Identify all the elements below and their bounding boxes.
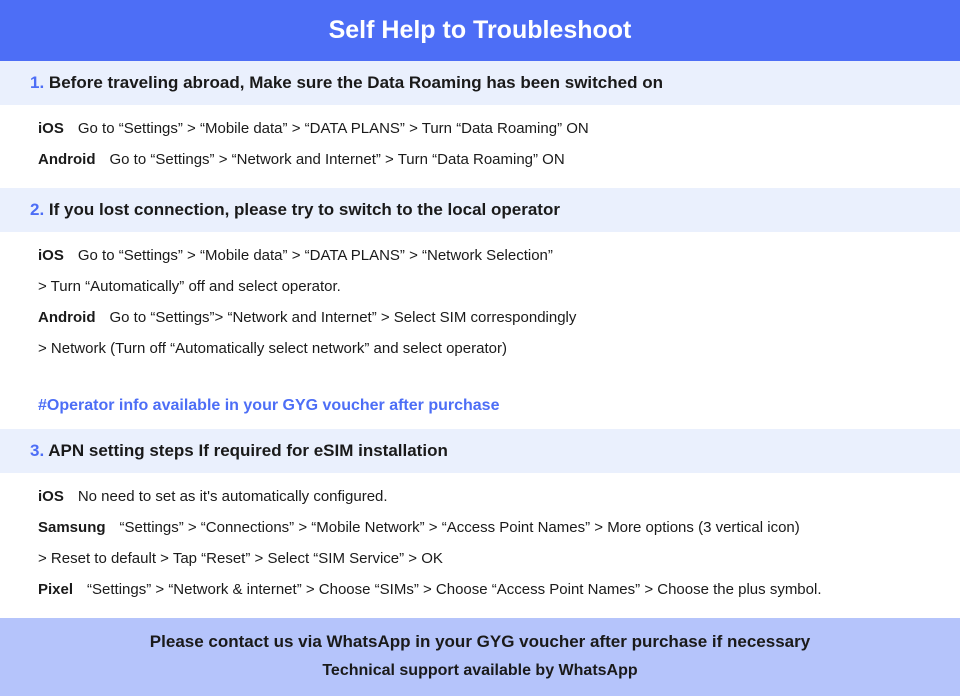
instruction-cont: > Network (Turn off “Automatically selec… bbox=[38, 337, 930, 360]
instruction-line: Android Go to “Settings”> “Network and In… bbox=[38, 306, 930, 329]
section-2-header: 2. If you lost connection, please try to… bbox=[0, 188, 960, 232]
instruction-cont: > Reset to default > Tap “Reset” > Selec… bbox=[38, 547, 930, 570]
instruction-line: iOS Go to “Settings” > “Mobile data” > “D… bbox=[38, 117, 930, 140]
instruction-text: Go to “Settings” > “Mobile data” > “DATA… bbox=[78, 120, 589, 137]
instruction-line: Pixel “Settings” > “Network & internet” >… bbox=[38, 578, 930, 601]
section-title-rest: Make sure the Data Roaming has been swit… bbox=[244, 73, 663, 92]
os-label: iOS bbox=[38, 247, 64, 264]
page-header: Self Help to Troubleshoot bbox=[0, 0, 960, 61]
section-title-bold: Before traveling abroad, bbox=[49, 73, 245, 92]
instruction-line: Samsung “Settings” > “Connections” > “Mob… bbox=[38, 516, 930, 539]
section-num: 3. bbox=[30, 441, 44, 460]
section-title-bold: If you lost connection, please try to sw… bbox=[49, 200, 560, 219]
instruction-text: “Settings” > “Network & internet” > Choo… bbox=[87, 581, 821, 598]
section-2-note: #Operator info available in your GYG vou… bbox=[0, 385, 960, 429]
footer-contact: Please contact us via WhatsApp in your G… bbox=[0, 632, 960, 652]
section-num: 2. bbox=[30, 200, 44, 219]
instruction-text: “Settings” > “Connections” > “Mobile Net… bbox=[120, 519, 800, 536]
instruction-line: iOS No need to set as it's automatically … bbox=[38, 485, 930, 508]
os-label: Samsung bbox=[38, 519, 106, 536]
section-3-body: iOS No need to set as it's automatically … bbox=[0, 473, 960, 618]
footer: Please contact us via WhatsApp in your G… bbox=[0, 618, 960, 696]
os-label: Pixel bbox=[38, 581, 73, 598]
section-2-body: iOS Go to “Settings” > “Mobile data” > “D… bbox=[0, 232, 960, 385]
os-label: iOS bbox=[38, 488, 64, 505]
instruction-line: Android Go to “Settings” > “Network and I… bbox=[38, 148, 930, 171]
instruction-text: No need to set as it's automatically con… bbox=[78, 488, 388, 505]
instruction-text: Go to “Settings” > “Mobile data” > “DATA… bbox=[78, 247, 553, 264]
section-num: 1. bbox=[30, 73, 44, 92]
section-3-header: 3. APN setting steps If required for eSI… bbox=[0, 429, 960, 473]
instruction-text: Go to “Settings” > “Network and Internet… bbox=[110, 151, 565, 168]
section-1-header: 1. Before traveling abroad, Make sure th… bbox=[0, 61, 960, 105]
instruction-line: iOS Go to “Settings” > “Mobile data” > “D… bbox=[38, 244, 930, 267]
os-label: Android bbox=[38, 309, 96, 326]
instruction-cont: > Turn “Automatically” off and select op… bbox=[38, 275, 930, 298]
footer-support: Technical support available by WhatsApp bbox=[0, 662, 960, 680]
section-1-body: iOS Go to “Settings” > “Mobile data” > “D… bbox=[0, 105, 960, 188]
section-title-bold: APN setting steps If required for eSIM i… bbox=[48, 441, 448, 460]
instruction-text: Go to “Settings”> “Network and Internet”… bbox=[110, 309, 577, 326]
os-label: Android bbox=[38, 151, 96, 168]
os-label: iOS bbox=[38, 120, 64, 137]
